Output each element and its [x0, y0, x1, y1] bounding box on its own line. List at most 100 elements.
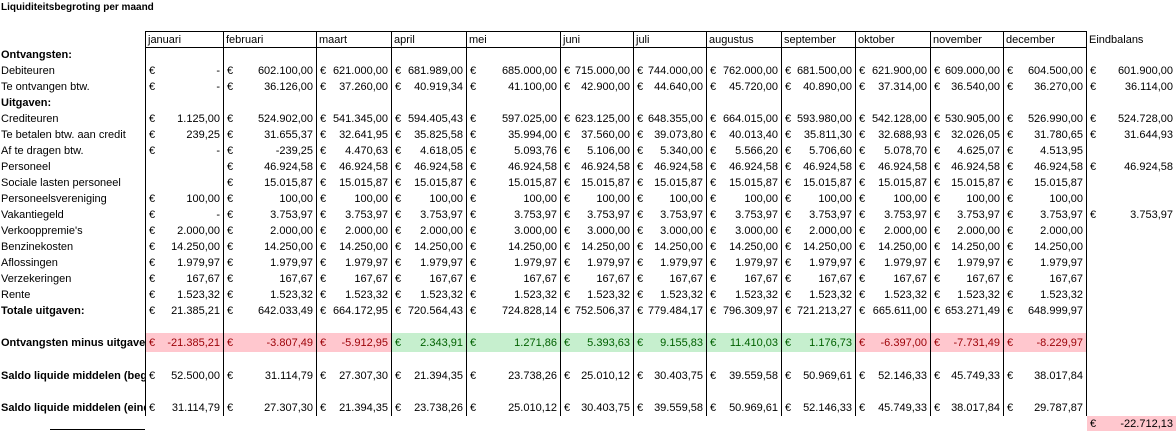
currency-symbol: € [785, 289, 792, 301]
currency-symbol: € [1007, 145, 1014, 157]
amount: 3.753,97 [660, 209, 703, 221]
value-cell: €623.125,00 [561, 111, 633, 127]
currency-symbol: € [1007, 177, 1014, 189]
currency-symbol: € [149, 370, 156, 382]
value-cell: €38.017,84 [1004, 352, 1086, 384]
currency-symbol: € [710, 177, 717, 189]
column-border [223, 31, 224, 416]
value-cell: €52.500,00 [146, 352, 223, 384]
currency-symbol: € [785, 113, 792, 125]
currency-symbol: € [637, 65, 644, 77]
currency-symbol: € [564, 209, 571, 221]
amount: 609.000,00 [944, 65, 1000, 77]
amount: 42.900,00 [581, 81, 630, 93]
currency-symbol: € [564, 273, 571, 285]
amount: 15.015,87 [803, 177, 852, 189]
value-cell: €9.155,83 [634, 333, 706, 352]
currency-symbol: € [710, 273, 717, 285]
amount: 2.000,00 [1040, 225, 1083, 237]
value-cell: €39.559,58 [707, 352, 781, 384]
amount: 5.078,70 [884, 145, 927, 157]
currency-symbol: € [710, 81, 717, 93]
value-cell: €32.688,93 [856, 127, 930, 143]
amount: 31.780,65 [1034, 129, 1083, 141]
currency-symbol: € [320, 209, 327, 221]
amount: 3.000,00 [735, 225, 778, 237]
currency-symbol: € [227, 65, 234, 77]
currency-symbol: € [149, 129, 156, 141]
column-border [316, 31, 317, 416]
value-cell: €1.979,97 [317, 255, 391, 271]
value-cell: €724.828,14 [467, 303, 560, 319]
currency-symbol: € [1007, 161, 1014, 173]
currency-symbol: € [395, 225, 402, 237]
currency-symbol: € [149, 257, 156, 269]
value-cell: €3.753,97 [1004, 207, 1086, 223]
value-cell: €648.355,00 [634, 111, 706, 127]
value-cell: €50.969,61 [782, 352, 855, 384]
amount: 724.828,14 [501, 305, 557, 317]
value-cell: €681.989,00 [392, 63, 466, 79]
amount: 100,00 [523, 193, 557, 205]
currency-symbol: € [637, 193, 644, 205]
value-cell: € -5.912,95 [317, 333, 391, 352]
currency-symbol: € [395, 273, 402, 285]
currency-symbol: € [934, 81, 941, 93]
value-cell: €597.025,00 [467, 111, 560, 127]
amount: 530.905,00 [944, 113, 1000, 125]
currency-symbol: € [934, 177, 941, 189]
value-cell: €685.000,00 [467, 63, 560, 79]
currency-symbol: € [470, 273, 477, 285]
value-cell: €715.000,00 [561, 63, 633, 79]
value-cell: €3.000,00 [467, 223, 560, 239]
value-cell: € -6.397,00 [856, 333, 930, 352]
currency-symbol: € [149, 289, 156, 301]
amount: 14.250,00 [414, 241, 463, 253]
amount: -21.385,21 [167, 336, 220, 349]
amount: 45.749,33 [951, 370, 1000, 382]
amount: 50.969,61 [803, 370, 852, 382]
currency-symbol: € [785, 209, 792, 221]
amount: 14.250,00 [803, 241, 852, 253]
amount: 40.919,34 [414, 81, 463, 93]
value-cell: €45.749,33 [856, 384, 930, 416]
amount: - [216, 65, 220, 77]
value-cell: €39.073,80 [634, 127, 706, 143]
amount: 597.025,00 [501, 113, 557, 125]
amount: 15.015,87 [339, 177, 388, 189]
value-cell: €42.900,00 [561, 79, 633, 95]
currency-symbol: € [320, 370, 327, 382]
value-cell: €15.015,87 [561, 175, 633, 191]
value-cell: €239,25 [146, 127, 223, 143]
currency-symbol: € [564, 193, 571, 205]
currency-symbol: € [637, 225, 644, 237]
currency-symbol: € [470, 402, 477, 414]
currency-symbol: € [227, 289, 234, 301]
value-cell: €31.655,37 [224, 127, 316, 143]
amount: 46.924,58 [803, 161, 852, 173]
amount: 14.250,00 [951, 241, 1000, 253]
amount: 648.355,00 [647, 113, 703, 125]
currency-symbol: € [227, 209, 234, 221]
currency-symbol: € [149, 65, 156, 77]
currency-symbol: € [395, 402, 402, 414]
value-cell: €1.523,32 [561, 287, 633, 303]
currency-symbol: € [785, 305, 792, 317]
amount: 15.015,87 [508, 177, 557, 189]
value-cell: € - [146, 79, 223, 95]
column-header: Eindbalans [1089, 33, 1144, 46]
value-cell: €37.314,00 [856, 79, 930, 95]
row-label: Crediteuren [1, 113, 59, 125]
amount: 46.924,58 [508, 161, 557, 173]
value-cell: €52.146,33 [856, 352, 930, 384]
currency-symbol: € [934, 336, 941, 349]
amount: 1.979,97 [1040, 257, 1083, 269]
amount: 100,00 [669, 193, 703, 205]
currency-symbol: € [785, 370, 792, 382]
value-cell: €46.924,58 [707, 159, 781, 175]
currency-symbol: € [1007, 336, 1014, 349]
value-cell: €648.999,97 [1004, 303, 1086, 319]
value-cell: €23.738,26 [392, 384, 466, 416]
amount: 100,00 [429, 193, 463, 205]
amount: 37.314,00 [878, 81, 927, 93]
